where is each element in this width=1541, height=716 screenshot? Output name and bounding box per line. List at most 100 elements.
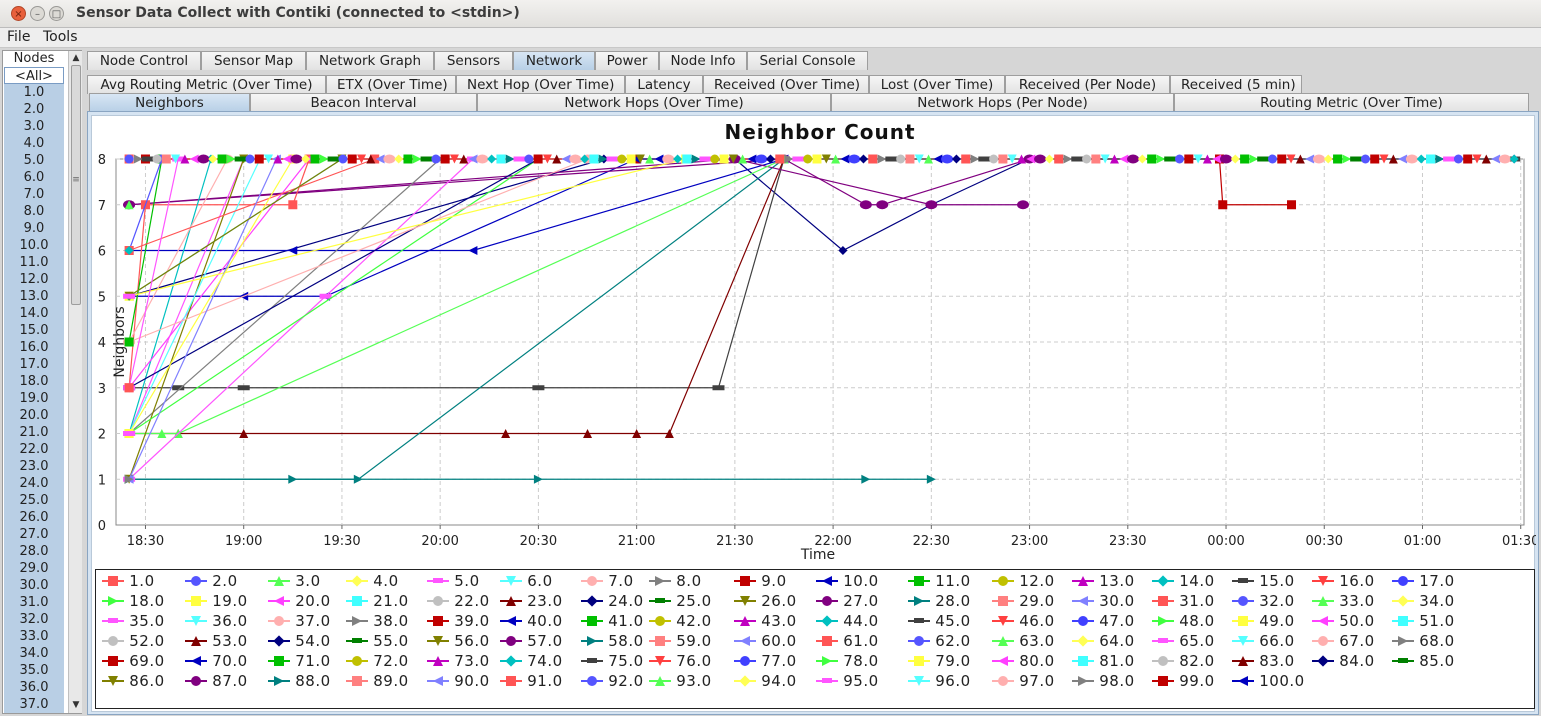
node-item[interactable]: 23.0 [4, 458, 64, 475]
node-item[interactable]: 20.0 [4, 407, 64, 424]
node-item[interactable]: 8.0 [4, 203, 64, 220]
tab-node-info[interactable]: Node Info [659, 51, 747, 70]
subtab-lost-over-time[interactable]: Lost (Over Time) [869, 75, 1005, 94]
node-item[interactable]: 32.0 [4, 611, 64, 628]
node-item[interactable]: 13.0 [4, 288, 64, 305]
legend-label: 30.0 [1094, 592, 1135, 610]
data-point [1312, 154, 1325, 164]
data-point [524, 154, 534, 164]
tab-network-graph[interactable]: Network Graph [306, 51, 434, 70]
node-item[interactable]: 5.0 [4, 152, 64, 169]
minimize-window-button[interactable]: – [30, 6, 45, 21]
node-item[interactable]: 19.0 [4, 390, 64, 407]
legend-label: 83.0 [1254, 652, 1295, 670]
scroll-down-arrow-icon[interactable]: ▼ [72, 700, 80, 710]
data-point [1370, 154, 1380, 164]
tab-sensor-map[interactable]: Sensor Map [201, 51, 306, 70]
legend-label: 34.0 [1414, 592, 1455, 610]
node-item[interactable]: 31.0 [4, 594, 64, 611]
subtab-neighbors[interactable]: Neighbors [89, 93, 250, 112]
node-item[interactable]: 34.0 [4, 645, 64, 662]
legend-marker [816, 611, 838, 631]
data-point [583, 429, 593, 438]
node-item[interactable]: 21.0 [4, 424, 64, 441]
legend-label: 14.0 [1174, 572, 1215, 590]
data-point [1184, 154, 1194, 164]
node-item[interactable]: 35.0 [4, 662, 64, 679]
subtab-beacon-interval[interactable]: Beacon Interval [250, 93, 477, 112]
data-point [728, 154, 738, 164]
legend-item: 64.0 [1072, 631, 1135, 651]
subtab-avg-routing-metric-over-time[interactable]: Avg Routing Metric (Over Time) [87, 75, 326, 94]
subtab-network-hops-over-time[interactable]: Network Hops (Over Time) [477, 93, 831, 112]
subtab-received-5-min[interactable]: Received (5 min) [1170, 75, 1302, 94]
legend-label: 40.0 [522, 612, 563, 630]
legend-item: 65.0 [1152, 631, 1215, 651]
node-item[interactable]: 18.0 [4, 373, 64, 390]
node-item[interactable]: 6.0 [4, 169, 64, 186]
menu-file[interactable]: File [7, 29, 31, 45]
subtab-etx-over-time[interactable]: ETX (Over Time) [326, 75, 456, 94]
subtab-network-hops-per-node[interactable]: Network Hops (Per Node) [831, 93, 1174, 112]
node-item[interactable]: 17.0 [4, 356, 64, 373]
node-item[interactable]: 9.0 [4, 220, 64, 237]
node-item[interactable]: 37.0 [4, 696, 64, 713]
legend-marker [185, 651, 207, 671]
tab-serial-console[interactable]: Serial Console [747, 51, 868, 70]
subtab-received-over-time[interactable]: Received (Over Time) [703, 75, 869, 94]
legend-marker [649, 671, 671, 691]
maximize-window-button[interactable]: □ [49, 6, 64, 21]
node-item[interactable]: 15.0 [4, 322, 64, 339]
data-point [449, 154, 459, 164]
node-item[interactable]: 26.0 [4, 509, 64, 526]
x-tick-label: 22:30 [913, 534, 950, 549]
menu-tools[interactable]: Tools [43, 29, 78, 45]
subtab-received-per-node[interactable]: Received (Per Node) [1005, 75, 1170, 94]
node-item[interactable]: 10.0 [4, 237, 64, 254]
data-point [876, 200, 889, 210]
subtab-latency[interactable]: Latency [625, 75, 703, 94]
legend-item: 67.0 [1312, 631, 1375, 651]
node-item[interactable]: 22.0 [4, 441, 64, 458]
node-item[interactable]: 29.0 [4, 560, 64, 577]
node-item[interactable]: 16.0 [4, 339, 64, 356]
node-item[interactable]: 3.0 [4, 118, 64, 135]
node-item[interactable]: 30.0 [4, 577, 64, 594]
y-tick-label: 8 [98, 153, 106, 168]
close-window-button[interactable]: × [11, 6, 26, 21]
legend-item: 92.0 [581, 671, 644, 691]
tab-sensors[interactable]: Sensors [434, 51, 513, 70]
scroll-up-arrow-icon[interactable]: ▲ [72, 53, 80, 63]
subtab-routing-metric-over-time[interactable]: Routing Metric (Over Time) [1174, 93, 1529, 112]
legend-marker [346, 671, 368, 691]
data-point [412, 154, 422, 164]
legend-label: 4.0 [368, 572, 399, 590]
legend-item: 58.0 [581, 631, 644, 651]
node-list-scrollbar[interactable]: ▲ ≡ ▼ [68, 51, 82, 713]
node-item[interactable]: 1.0 [4, 84, 64, 101]
legend-label: 69.0 [124, 652, 165, 670]
scroll-thumb[interactable]: ≡ [71, 65, 81, 305]
node-item[interactable]: 28.0 [4, 543, 64, 560]
node-item[interactable]: 27.0 [4, 526, 64, 543]
node-item[interactable]: 36.0 [4, 679, 64, 696]
node-item[interactable]: 33.0 [4, 628, 64, 645]
data-point [1267, 154, 1277, 164]
node-item[interactable]: 4.0 [4, 135, 64, 152]
legend-label: 49.0 [1254, 612, 1295, 630]
node-item[interactable]: 14.0 [4, 305, 64, 322]
legend-label: 71.0 [290, 652, 331, 670]
node-item[interactable]: 24.0 [4, 475, 64, 492]
tab-network[interactable]: Network [513, 51, 595, 70]
legend-item: 1.0 [102, 571, 155, 591]
node-item-all[interactable]: <All> [4, 67, 64, 84]
node-item[interactable]: 12.0 [4, 271, 64, 288]
tab-power[interactable]: Power [595, 51, 659, 70]
legend-label: 82.0 [1174, 652, 1215, 670]
node-item[interactable]: 11.0 [4, 254, 64, 271]
subtab-next-hop-over-time[interactable]: Next Hop (Over Time) [456, 75, 625, 94]
tab-node-control[interactable]: Node Control [87, 51, 201, 70]
node-item[interactable]: 7.0 [4, 186, 64, 203]
node-item[interactable]: 2.0 [4, 101, 64, 118]
node-item[interactable]: 25.0 [4, 492, 64, 509]
